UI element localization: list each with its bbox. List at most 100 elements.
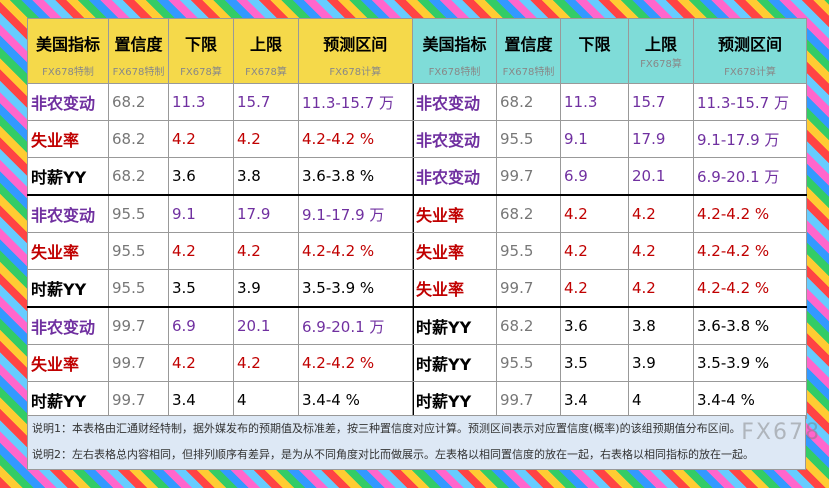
header-title: 预测区间: [323, 35, 388, 54]
cell: 11.3: [168, 83, 234, 121]
cell: 4.2: [233, 120, 299, 158]
cell: 68.2: [108, 120, 169, 158]
cell: 6.9: [560, 157, 629, 196]
cell: 9.1: [560, 120, 629, 158]
cell: 失业率: [412, 269, 497, 308]
cell: 失业率: [27, 344, 109, 382]
cell: 95.5: [108, 232, 169, 270]
data-row: 非农变动 95.5 9.1 17.9 9.1-17.9 万: [27, 194, 413, 233]
cell: 3.9: [233, 269, 299, 308]
data-row: 时薪YY 99.7 3.4 4 3.4-4 %: [412, 381, 807, 419]
cell: 4.2-4.2 %: [693, 269, 807, 308]
cell: 4.2: [628, 269, 694, 308]
data-row: 时薪YY 99.7 3.4 4 3.4-4 %: [27, 381, 413, 419]
header-title: 下限: [184, 35, 217, 54]
cell: 4.2: [168, 344, 234, 382]
cell: 4.2: [628, 232, 694, 270]
cell: 4.2: [628, 194, 694, 233]
data-row: 失业率 95.5 4.2 4.2 4.2-4.2 %: [412, 232, 807, 270]
cell: 3.5-3.9 %: [693, 344, 807, 382]
note: 说明2：左右表格总内容相同，但排列顺序有差异，是为从不同角度对比而做展示。左表格…: [32, 448, 754, 461]
header-sub: FX678算: [245, 67, 287, 78]
cell: 15.7: [233, 83, 299, 121]
cell: 3.4-4 %: [693, 381, 807, 419]
cell: 95.5: [108, 269, 169, 308]
header-title: 置信度: [504, 35, 553, 54]
cell: 99.7: [496, 157, 561, 196]
right-table: 美国指标 FX678特制 置信度 FX678特制 下限 上限 FX678算 预测区间 FX678…: [412, 18, 807, 419]
header-cell: 预测区间 FX678计算: [298, 18, 413, 84]
data-row: 非农变动 68.2 11.3 15.7 11.3-15.7 万: [27, 83, 413, 121]
cell: 3.6: [168, 157, 234, 196]
header-row: 美国指标 FX678特制 置信度 FX678特制 下限 FX678算 上限 FX678算 预测区…: [27, 18, 413, 84]
cell: 4.2-4.2 %: [298, 232, 413, 270]
cell: 非农变动: [412, 83, 497, 121]
data-row: 失业率 95.5 4.2 4.2 4.2-4.2 %: [27, 232, 413, 270]
cell: 失业率: [27, 120, 109, 158]
cell: 20.1: [628, 157, 694, 196]
cell: 时薪YY: [27, 381, 109, 419]
cell: 4.2-4.2 %: [298, 120, 413, 158]
cell: 3.8: [628, 306, 694, 345]
cell: 时薪YY: [27, 157, 109, 196]
data-row: 时薪YY 95.5 3.5 3.9 3.5-3.9 %: [27, 269, 413, 308]
cell: 3.5: [168, 269, 234, 308]
header-sub: FX678特制: [502, 67, 555, 78]
cell: 6.9-20.1 万: [298, 306, 413, 345]
cell: 3.6-3.8 %: [298, 157, 413, 196]
data-row: 非农变动 68.2 11.3 15.7 11.3-15.7 万: [412, 83, 807, 121]
header-title: 预测区间: [717, 35, 782, 54]
header-sub: FX678计算: [724, 67, 776, 78]
data-row: 失业率 68.2 4.2 4.2 4.2-4.2 %: [27, 120, 413, 158]
sheet: 美国指标 FX678特制 置信度 FX678特制 下限 FX678算 上限 FX678算 预测区…: [27, 18, 807, 470]
cell: 9.1-17.9 万: [298, 194, 413, 233]
header-cell: 下限: [560, 18, 629, 84]
cell: 4: [628, 381, 694, 419]
watermark: FX678: [741, 420, 821, 445]
header-title: 上限: [644, 35, 677, 54]
cell: 9.1: [168, 194, 234, 233]
data-row: 失业率 99.7 4.2 4.2 4.2-4.2 %: [412, 269, 807, 308]
cell: 99.7: [108, 381, 169, 419]
cell: 99.7: [496, 381, 561, 419]
cell: 失业率: [412, 232, 497, 270]
header-sub: FX678算: [180, 67, 222, 78]
data-row: 非农变动 95.5 9.1 17.9 9.1-17.9 万: [412, 120, 807, 158]
cell: 时薪YY: [412, 381, 497, 419]
header-sub: FX678计算: [329, 67, 382, 78]
cell: 4.2-4.2 %: [298, 344, 413, 382]
cell: 4.2: [233, 344, 299, 382]
data-row: 失业率 68.2 4.2 4.2 4.2-4.2 %: [412, 194, 807, 233]
header-cell: 美国指标 FX678特制: [412, 18, 497, 84]
cell: 17.9: [233, 194, 299, 233]
header-title: 上限: [249, 35, 282, 54]
header-title: 下限: [578, 35, 611, 54]
header-cell: 美国指标 FX678特制: [27, 18, 109, 84]
cell: 20.1: [233, 306, 299, 345]
cell: 68.2: [108, 157, 169, 196]
cell: 95.5: [108, 194, 169, 233]
notes: 说明1：本表格由汇通财经特制，据外媒发布的预期值及标准差，按三种置信度对应计算。…: [27, 415, 806, 470]
cell: 时薪YY: [412, 306, 497, 345]
cell: 时薪YY: [412, 344, 497, 382]
cell: 失业率: [27, 232, 109, 270]
header-sub: FX678特制: [112, 67, 165, 78]
cell: 4.2: [168, 120, 234, 158]
cell: 3.4: [560, 381, 629, 419]
data-row: 非农变动 99.7 6.9 20.1 6.9-20.1 万: [412, 157, 807, 196]
cell: 17.9: [628, 120, 694, 158]
header-title: 美国指标: [422, 35, 487, 54]
cell: 非农变动: [27, 194, 109, 233]
cell: 11.3-15.7 万: [298, 83, 413, 121]
cell: 95.5: [496, 344, 561, 382]
data-row: 非农变动 99.7 6.9 20.1 6.9-20.1 万: [27, 306, 413, 345]
data-row: 时薪YY 95.5 3.5 3.9 3.5-3.9 %: [412, 344, 807, 382]
cell: 3.9: [628, 344, 694, 382]
cell: 68.2: [496, 83, 561, 121]
cell: 非农变动: [27, 306, 109, 345]
cell: 4: [233, 381, 299, 419]
header-cell: 置信度 FX678特制: [108, 18, 169, 84]
cell: 4.2: [560, 269, 629, 308]
cell: 99.7: [496, 269, 561, 308]
